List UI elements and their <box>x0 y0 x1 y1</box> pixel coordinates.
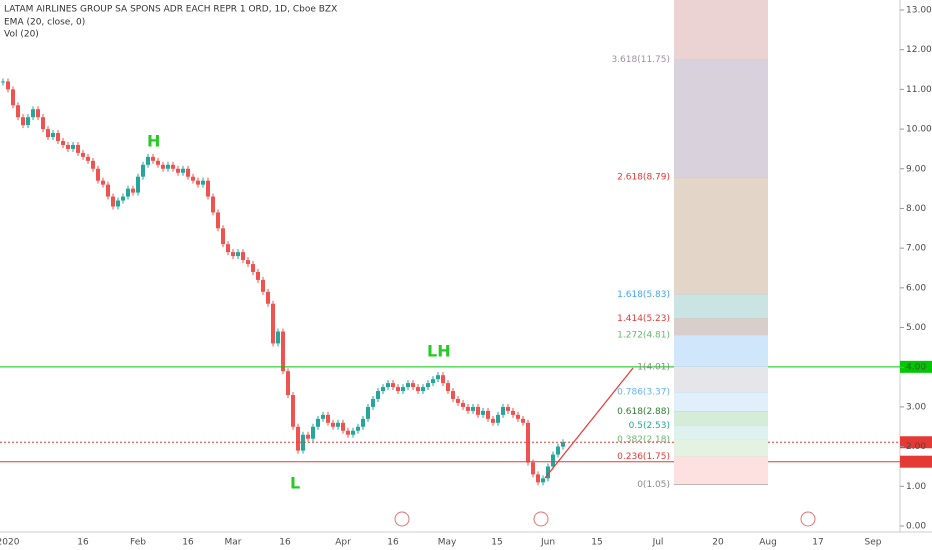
earnings-circle <box>800 511 816 527</box>
price-tag <box>900 436 932 449</box>
fib-label: 0.618(2.88) <box>617 407 670 417</box>
indicator-label: Vol (20) <box>4 30 39 40</box>
earnings-circle <box>533 511 549 527</box>
y-tick-label: 2.00 <box>906 442 926 452</box>
y-tick-label: 10.00 <box>906 125 932 135</box>
x-tick-label: Apr <box>335 538 351 548</box>
fib-label: 1.414(5.23) <box>617 314 670 324</box>
fib-band <box>674 366 768 393</box>
fib-label: 0.5(2.53) <box>629 421 670 431</box>
x-tick-label: Feb <box>130 538 146 548</box>
projection-line <box>544 367 634 479</box>
fib-band <box>674 335 768 367</box>
fib-band <box>674 59 768 178</box>
x-tick-label: 17 <box>812 538 823 548</box>
fib-band <box>674 0 768 60</box>
x-tick-label: 15 <box>491 538 502 548</box>
x-tick-label: Mar <box>225 538 242 548</box>
x-tick-label: Aug <box>759 538 777 548</box>
y-tick-label: 3.00 <box>906 402 926 412</box>
y-tick-label: 11.00 <box>906 85 932 95</box>
fib-band <box>674 294 768 319</box>
annotation: LH <box>427 342 451 361</box>
y-tick-label: 5.00 <box>906 323 926 333</box>
y-tick-label: 1.00 <box>906 482 926 492</box>
x-tick-label: 16 <box>77 538 89 548</box>
fib-label: 1.618(5.83) <box>617 290 670 300</box>
y-tick-label: 6.00 <box>906 283 926 293</box>
fib-label: 0(1.05) <box>637 480 670 490</box>
price-tag <box>900 455 932 468</box>
indicator-label: EMA (20, close, 0) <box>4 18 85 28</box>
x-tick-label: May <box>438 538 457 548</box>
fib-label: 2.618(8.79) <box>617 173 670 183</box>
chart-title: LATAM AIRLINES GROUP SA SPONS ADR EACH R… <box>4 5 337 15</box>
fib-label: 3.618(11.75) <box>611 55 670 65</box>
x-tick-label: 16 <box>279 538 291 548</box>
fib-band <box>674 425 768 440</box>
y-tick-label: 0.00 <box>906 522 926 532</box>
annotation: H <box>147 132 160 151</box>
x-tick-label: 2020 <box>0 538 20 548</box>
fib-label: 0.786(3.37) <box>617 388 670 398</box>
x-tick-label: 15 <box>591 538 602 548</box>
earnings-circle <box>394 511 410 527</box>
y-tick-label: 4.00 <box>906 363 926 373</box>
y-tick-label: 9.00 <box>906 164 926 174</box>
x-tick-label: 16 <box>182 538 194 548</box>
x-tick-label: 16 <box>387 538 399 548</box>
x-tick-label: Sep <box>865 538 882 548</box>
fib-band <box>674 456 768 485</box>
x-tick-label: Jul <box>652 538 664 548</box>
fib-band <box>674 439 768 457</box>
annotation: L <box>290 474 300 493</box>
x-tick-label: Jun <box>540 538 555 548</box>
fib-label: 0.382(2.18) <box>617 435 670 445</box>
price-tag <box>900 360 932 373</box>
fib-band <box>674 392 768 412</box>
fib-label: 1.272(4.81) <box>617 331 670 341</box>
fib-label: 0.236(1.75) <box>617 452 670 462</box>
y-tick-label: 13.00 <box>906 6 932 16</box>
y-tick-label: 8.00 <box>906 204 926 214</box>
y-tick-label: 7.00 <box>906 244 926 254</box>
fib-label: 1(4.01) <box>637 362 670 372</box>
fib-band <box>674 411 768 426</box>
fib-band <box>674 177 768 295</box>
y-tick-label: 12.00 <box>906 45 932 55</box>
fib-band <box>674 318 768 336</box>
x-tick-label: 20 <box>712 538 724 548</box>
